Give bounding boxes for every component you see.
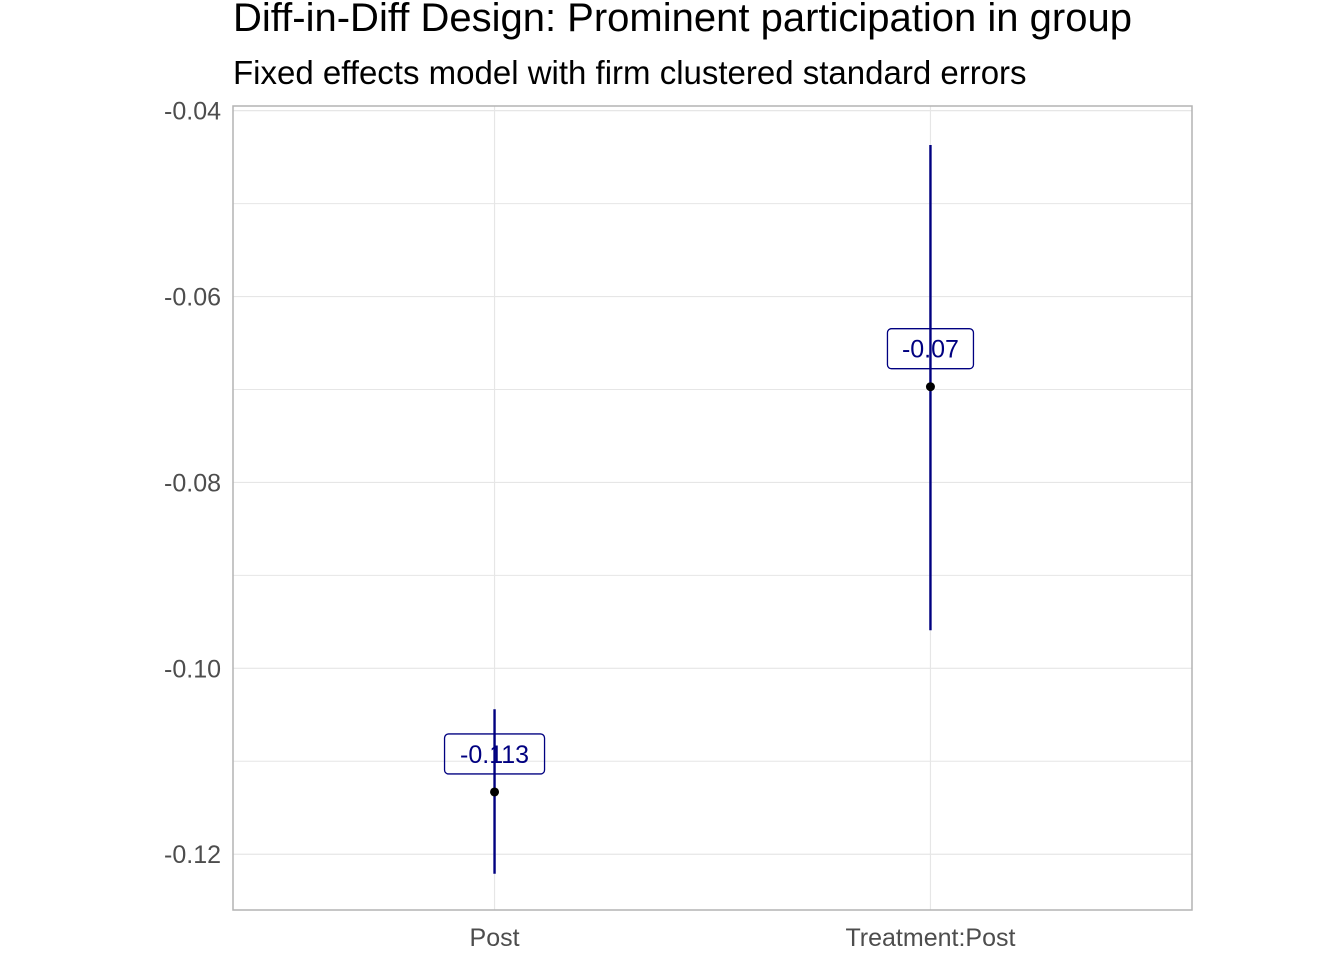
data-label: -0.113 [460,741,529,769]
axis-layer: -0.12 -0.10 -0.08 -0.06 -0.04 Post Treatment:P… [164,98,1193,952]
x-tick-label: Treatment:Post [845,924,1015,952]
chart-subtitle: Fixed effects model with firm clustered … [233,54,1027,91]
data-label-box [886,328,975,370]
panel-border [232,105,1193,911]
chart-title: Diff-in-Diff Design: Prominent participa… [233,0,1132,40]
y-tick-label: -0.08 [164,469,221,497]
marks-layer: -0.113 -0.07 [443,145,975,874]
x-tick-label: Post [470,924,520,952]
grid-layer [233,106,1192,910]
data-label-box [443,733,546,775]
estimate-point [490,787,500,797]
data-label: -0.07 [902,336,959,364]
y-tick-label: -0.04 [164,98,221,126]
y-tick-label: -0.12 [164,841,221,869]
y-tick-label: -0.10 [164,655,221,683]
estimate-point [925,382,935,392]
y-tick-label: -0.06 [164,284,221,312]
